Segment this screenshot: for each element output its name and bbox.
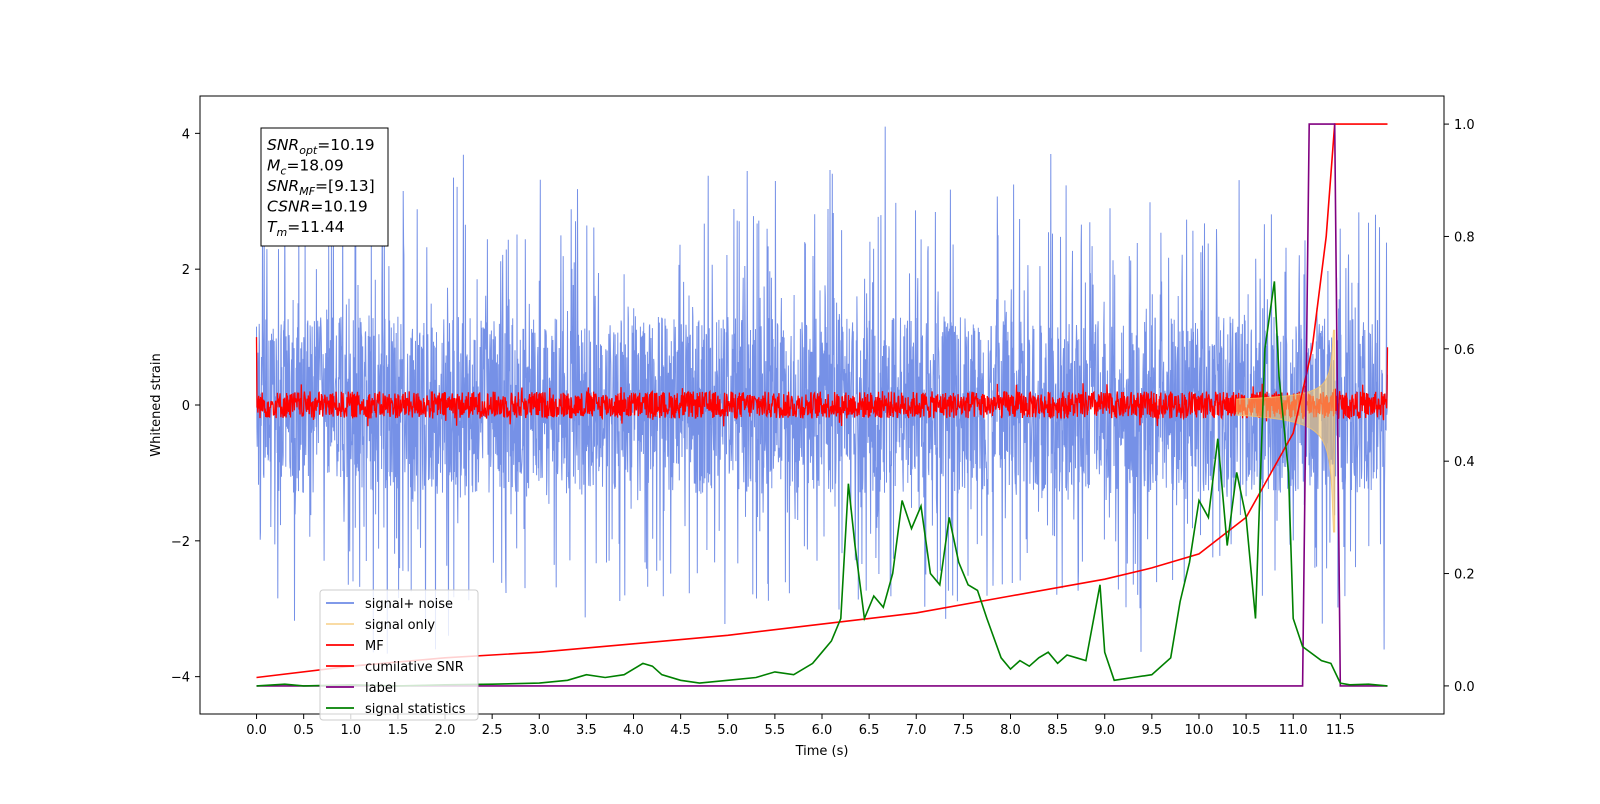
stats-box-frame <box>260 127 389 247</box>
stats-symbol: CSNR <box>267 198 310 216</box>
legend-label: label <box>365 681 396 696</box>
x-tick-label: 1.0 <box>340 723 361 738</box>
y2-tick-label: 0.4 <box>1454 455 1475 470</box>
stats-value: =10.19 <box>310 198 367 216</box>
y-axis-right: 1.0 0.8 0.6 0.4 0.2 0.0 <box>1444 118 1475 695</box>
stats-symbol: SNR <box>267 136 299 154</box>
x-tick-label: 4.0 <box>623 723 644 738</box>
stats-box: SNRopt=10.19Mc=18.09SNRMF=[9.13]CSNR=10.… <box>260 127 389 247</box>
x-tick-label: 0.5 <box>293 723 314 738</box>
x-tick-label: 5.0 <box>717 723 738 738</box>
stats-subscript: m <box>276 226 287 239</box>
legend-label: cumilative SNR <box>365 660 464 675</box>
x-tick-label: 7.5 <box>953 723 974 738</box>
y2-tick-label: 1.0 <box>1454 118 1475 133</box>
stats-symbol: M <box>267 157 280 175</box>
stats-line: Tm=11.44 <box>267 218 345 239</box>
x-tick-label: 11.0 <box>1279 723 1308 738</box>
series-signal-only <box>1236 329 1336 533</box>
y2-tick-label: 0.6 <box>1454 343 1475 358</box>
x-tick-label: 10.5 <box>1232 723 1261 738</box>
x-axis: 0.0 0.5 1.0 1.5 2.0 2.5 3.0 3.5 4.0 4.5 5.0 5.5 6.0 6… <box>246 714 1355 738</box>
x-tick-label: 7.0 <box>906 723 927 738</box>
x-tick-label: 8.5 <box>1047 723 1068 738</box>
y-tick-label: −2 <box>171 535 190 550</box>
series-label <box>256 123 1388 687</box>
y-axis-label: Whitened strain <box>149 353 164 456</box>
legend-frame <box>319 589 479 721</box>
legend-label: MF <box>365 639 384 654</box>
x-tick-label: 9.5 <box>1142 723 1163 738</box>
stats-value: =18.09 <box>286 157 343 175</box>
stats-symbol: SNR <box>267 177 299 195</box>
x-tick-label: 2.5 <box>482 723 503 738</box>
x-tick-label: 5.5 <box>765 723 786 738</box>
x-tick-label: 11.5 <box>1326 723 1355 738</box>
legend-label: signal only <box>365 618 435 633</box>
series-signal-statistics <box>256 281 1388 687</box>
x-tick-label: 2.0 <box>435 723 456 738</box>
x-tick-label: 3.5 <box>576 723 597 738</box>
x-tick-label: 1.5 <box>388 723 409 738</box>
y2-tick-label: 0.0 <box>1454 680 1475 695</box>
x-tick-label: 10.0 <box>1184 723 1213 738</box>
stats-value: =11.44 <box>287 218 344 236</box>
y-tick-label: 0 <box>182 399 190 414</box>
series-signal-noise <box>256 126 1388 654</box>
x-tick-label: 3.0 <box>529 723 550 738</box>
stats-subscript: MF <box>299 185 315 198</box>
legend-label: signal statistics <box>365 702 466 717</box>
stats-line: SNRMF=[9.13] <box>267 177 375 198</box>
stats-symbol: T <box>267 218 278 236</box>
y-tick-label: −4 <box>171 671 190 686</box>
x-tick-label: 4.5 <box>670 723 691 738</box>
stats-line: Mc=18.09 <box>267 157 344 178</box>
stats-value: =[9.13] <box>315 177 375 195</box>
x-axis-label: Time (s) <box>795 744 849 759</box>
x-tick-label: 8.0 <box>1000 723 1021 738</box>
series-cumulative-snr <box>256 123 1388 679</box>
y-tick-label: 2 <box>182 263 190 278</box>
stats-subscript: c <box>280 165 286 178</box>
legend: signal+ noise signal only MF cumilative SNR… <box>319 589 479 721</box>
stats-value: =10.19 <box>317 136 374 154</box>
stats-line: CSNR=10.19 <box>267 198 368 216</box>
y2-tick-label: 0.8 <box>1454 230 1475 245</box>
y2-tick-label: 0.2 <box>1454 568 1475 583</box>
series-mf <box>255 337 1389 427</box>
x-tick-label: 6.0 <box>812 723 833 738</box>
x-tick-label: 9.0 <box>1094 723 1115 738</box>
y-tick-label: 4 <box>182 127 190 142</box>
series-layer <box>255 123 1389 687</box>
x-tick-label: 6.5 <box>859 723 880 738</box>
legend-label: signal+ noise <box>365 597 453 612</box>
y-axis-left: 4 2 0 −2 −4 <box>171 127 200 686</box>
stats-subscript: opt <box>299 144 318 157</box>
x-tick-label: 0.0 <box>246 723 267 738</box>
stats-line: SNRopt=10.19 <box>267 136 375 157</box>
